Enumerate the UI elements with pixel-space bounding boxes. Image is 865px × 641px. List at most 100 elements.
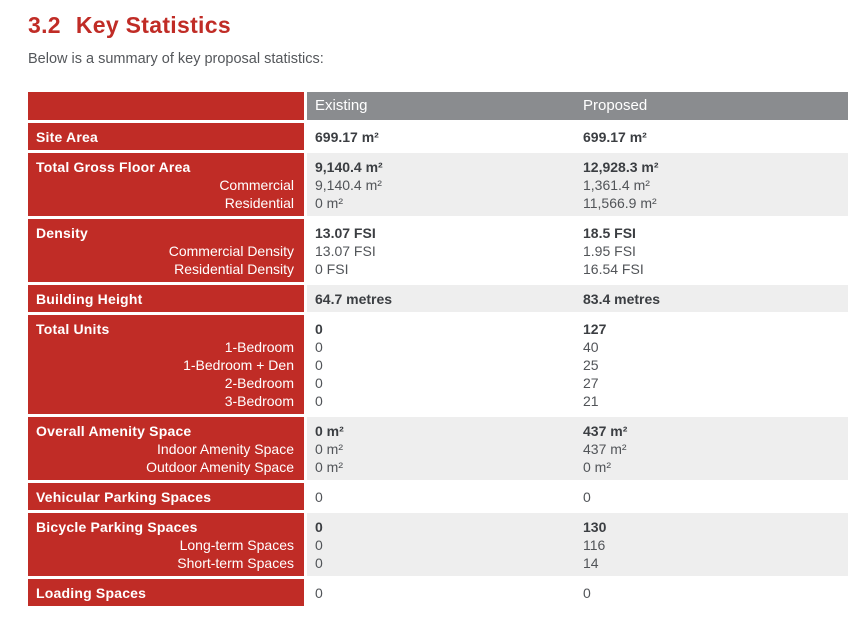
table-corner-cell: [28, 92, 304, 120]
table-row: Building Height 64.7 metres 83.4 metres: [28, 285, 848, 312]
existing-value-cell: 13.07 FSI 13.07 FSI 0 FSI: [307, 219, 575, 282]
proposed-value: 116: [583, 537, 606, 553]
proposed-value-cell: 699.17 m²: [575, 123, 848, 150]
existing-value: 9,140.4 m²: [315, 159, 383, 175]
proposed-value: 699.17 m²: [583, 129, 647, 145]
existing-value: 0 m²: [315, 441, 343, 457]
column-header-existing: Existing: [315, 97, 368, 114]
proposed-value: 27: [583, 375, 599, 391]
proposed-value: 40: [583, 339, 599, 355]
row-label-cell: Density Commercial Density Residential Den…: [28, 219, 304, 282]
existing-value-cell: 699.17 m²: [307, 123, 575, 150]
row-values: 0 0 0 130 116 14: [307, 513, 848, 576]
row-label: Total Units: [36, 321, 110, 337]
proposed-value-cell: 130 116 14: [575, 513, 848, 576]
proposed-value: 0: [583, 489, 591, 505]
proposed-value: 1,361.4 m²: [583, 177, 650, 193]
table-row: Site Area 699.17 m² 699.17 m²: [28, 123, 848, 150]
row-label-cell: Building Height: [28, 285, 304, 312]
existing-value-cell: 0: [307, 579, 575, 606]
row-label: Loading Spaces: [36, 585, 147, 601]
proposed-value: 14: [583, 555, 599, 571]
proposed-value: 1.95 FSI: [583, 243, 636, 259]
proposed-value: 11,566.9 m²: [583, 195, 657, 211]
row-sublabel: Residential: [224, 195, 294, 211]
row-label: Site Area: [36, 129, 98, 145]
row-values: 64.7 metres 83.4 metres: [307, 285, 848, 312]
existing-value: 0: [315, 585, 323, 601]
row-sublabel: Outdoor Amenity Space: [146, 459, 294, 475]
proposed-value: 0: [583, 585, 591, 601]
row-label: Density: [36, 225, 88, 241]
row-label-cell: Vehicular Parking Spaces: [28, 483, 304, 510]
row-sublabel: 2-Bedroom: [224, 375, 294, 391]
proposed-value-cell: 18.5 FSI 1.95 FSI 16.54 FSI: [575, 219, 848, 282]
proposed-value: 437 m²: [583, 441, 627, 457]
proposed-value: 0 m²: [583, 459, 611, 475]
existing-value: 0: [315, 393, 323, 409]
table-row: Vehicular Parking Spaces 0 0: [28, 483, 848, 510]
proposed-value: 18.5 FSI: [583, 225, 636, 241]
existing-value: 0 m²: [315, 423, 344, 439]
existing-value: 64.7 metres: [315, 291, 393, 307]
column-header-proposed: Proposed: [583, 97, 648, 114]
row-sublabel: 3-Bedroom: [224, 393, 294, 409]
row-sublabel: Commercial: [219, 177, 294, 193]
intro-text: Below is a summary of key proposal stati…: [28, 51, 324, 67]
existing-value: 0: [315, 489, 323, 505]
section-title-text: Key Statistics: [75, 12, 231, 38]
row-sublabel: Indoor Amenity Space: [157, 441, 294, 457]
proposed-value-cell: 437 m² 437 m² 0 m²: [575, 417, 848, 480]
table-row: Loading Spaces 0 0: [28, 579, 848, 606]
row-label: Vehicular Parking Spaces: [36, 489, 212, 505]
proposed-value-cell: 0: [575, 579, 848, 606]
key-statistics-table: Existing Proposed Site Area 699.17 m² 699.…: [28, 92, 848, 606]
table-row: Total Gross Floor Area Commercial Resident…: [28, 153, 848, 216]
section-number: 3.2: [28, 12, 61, 38]
existing-value: 0: [315, 375, 323, 391]
existing-value: 0 m²: [315, 195, 343, 211]
existing-value: 9,140.4 m²: [315, 177, 382, 193]
row-values: 0 0 0 0 0 127 40 25 27 21: [307, 315, 848, 414]
row-sublabel: Residential Density: [174, 261, 294, 277]
existing-value: 0: [315, 339, 323, 355]
proposed-value: 83.4 metres: [583, 291, 661, 307]
proposed-value: 16.54 FSI: [583, 261, 644, 277]
row-sublabel: 1-Bedroom + Den: [183, 357, 294, 373]
row-values: 9,140.4 m² 9,140.4 m² 0 m² 12,928.3 m² 1,361…: [307, 153, 848, 216]
existing-value: 699.17 m²: [315, 129, 379, 145]
existing-value-cell: 9,140.4 m² 9,140.4 m² 0 m²: [307, 153, 575, 216]
existing-value: 0: [315, 555, 323, 571]
proposed-value-cell: 83.4 metres: [575, 285, 848, 312]
existing-value-cell: 0 0 0: [307, 513, 575, 576]
existing-value: 0: [315, 519, 323, 535]
table-row: Density Commercial Density Residential Den…: [28, 219, 848, 282]
existing-value: 13.07 FSI: [315, 243, 376, 259]
row-label: Building Height: [36, 291, 143, 307]
existing-value-cell: 64.7 metres: [307, 285, 575, 312]
row-label-cell: Site Area: [28, 123, 304, 150]
row-sublabel: Commercial Density: [168, 243, 294, 259]
existing-value: 0 m²: [315, 459, 343, 475]
table-header-row: Existing Proposed: [28, 92, 848, 120]
proposed-value: 21: [583, 393, 599, 409]
table-row: Overall Amenity Space Indoor Amenity Spac…: [28, 417, 848, 480]
row-label: Bicycle Parking Spaces: [36, 519, 198, 535]
page: 3.2 Key Statistics Below is a summary of …: [28, 12, 848, 606]
proposed-value-cell: 12,928.3 m² 1,361.4 m² 11,566.9 m²: [575, 153, 848, 216]
proposed-value: 437 m²: [583, 423, 628, 439]
row-label-cell: Total Gross Floor Area Commercial Resident…: [28, 153, 304, 216]
existing-value-cell: 0: [307, 483, 575, 510]
table-row: Bicycle Parking Spaces Long-term Spaces Sh…: [28, 513, 848, 576]
existing-value: 0 FSI: [315, 261, 349, 277]
section-title: 3.2 Key Statistics: [28, 12, 848, 38]
proposed-value-cell: 0: [575, 483, 848, 510]
proposed-value: 25: [583, 357, 599, 373]
row-label-cell: Loading Spaces: [28, 579, 304, 606]
proposed-value-cell: 127 40 25 27 21: [575, 315, 848, 414]
proposed-value: 130: [583, 519, 607, 535]
proposed-value: 12,928.3 m²: [583, 159, 659, 175]
row-values: 699.17 m² 699.17 m²: [307, 123, 848, 150]
table-row: Total Units 1-Bedroom 1-Bedroom + Den 2-Bed…: [28, 315, 848, 414]
